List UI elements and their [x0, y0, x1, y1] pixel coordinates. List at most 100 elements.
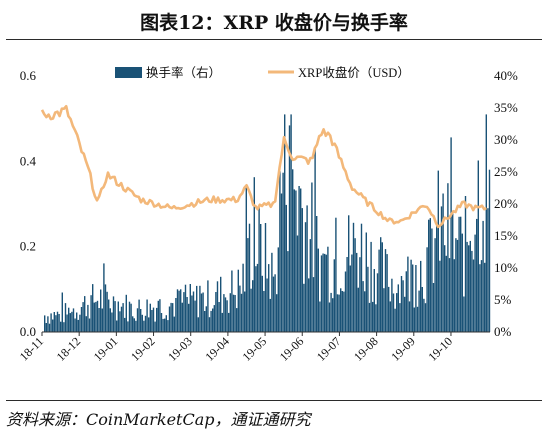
turnover-bar — [92, 284, 94, 332]
turnover-bar — [47, 316, 49, 332]
turnover-bar — [181, 302, 183, 332]
y-right-tick-label: 35% — [494, 100, 518, 115]
turnover-bar — [168, 306, 171, 332]
turnover-bar — [252, 280, 254, 332]
turnover-bar — [408, 301, 411, 332]
turnover-bar — [109, 308, 111, 332]
y-right-tick-label: 40% — [494, 68, 518, 83]
turnover-bar — [108, 299, 110, 332]
turnover-bar — [240, 293, 243, 332]
y-left-tick-label: 0.6 — [20, 68, 37, 83]
turnover-bar — [159, 299, 161, 332]
turnover-bar — [234, 295, 236, 332]
turnover-bar — [71, 311, 73, 332]
price-line — [40, 104, 487, 229]
turnover-bar — [127, 321, 129, 332]
turnover-bar — [288, 125, 291, 333]
turnover-bar — [392, 293, 395, 332]
turnover-bar — [450, 137, 452, 332]
turnover-bar — [440, 206, 443, 332]
turnover-bar — [197, 317, 199, 332]
turnover-bar — [474, 234, 476, 332]
turnover-bar — [101, 308, 103, 332]
turnover-bar — [120, 306, 123, 332]
x-tick-label: 19-06 — [277, 334, 307, 364]
turnover-bar — [431, 228, 433, 332]
turnover-bar — [404, 296, 406, 332]
turnover-bar — [183, 292, 185, 332]
turnover-bar — [268, 264, 270, 332]
turnover-bar — [231, 270, 233, 332]
turnover-bar — [210, 310, 212, 332]
turnover-bar — [338, 294, 340, 332]
turnover-bar — [460, 216, 462, 332]
turnover-bar — [104, 284, 107, 332]
turnover-bar — [317, 248, 319, 332]
turnover-bar — [56, 311, 59, 332]
turnover-bar — [447, 183, 449, 332]
turnover-bar — [58, 314, 60, 332]
turnover-bar — [306, 205, 308, 332]
turnover-bar — [476, 218, 478, 332]
turnover-bar — [452, 212, 454, 332]
turnover-bar — [68, 307, 70, 332]
turnover-bar — [348, 215, 350, 332]
turnover-bar — [330, 292, 332, 332]
turnover-bar — [312, 277, 315, 332]
turnover-bar — [364, 291, 366, 332]
turnover-bar — [303, 283, 305, 332]
turnover-bar — [87, 304, 89, 332]
y-left-tick-label: 0.2 — [20, 239, 36, 254]
turnover-bar — [413, 307, 415, 332]
turnover-bar — [389, 301, 391, 332]
turnover-bar — [80, 307, 83, 332]
turnover-bar — [114, 301, 116, 332]
turnover-bar — [375, 304, 377, 332]
turnover-bar — [180, 289, 182, 332]
turnover-bar — [50, 313, 52, 332]
turnover-bar — [111, 312, 113, 332]
x-tick-label: 19-01 — [91, 334, 121, 364]
turnover-bar — [98, 308, 100, 332]
turnover-bar — [215, 292, 217, 332]
turnover-bar — [220, 276, 222, 332]
y-right-tick-label: 5% — [494, 292, 512, 307]
turnover-bar — [381, 242, 383, 332]
turnover-bar — [300, 188, 302, 332]
turnover-bar — [103, 263, 105, 332]
turnover-bar — [316, 216, 318, 332]
turnover-bar — [468, 245, 470, 332]
turnover-bar — [308, 278, 310, 332]
turnover-bar — [157, 300, 159, 332]
x-tick-label: 19-09 — [388, 334, 418, 364]
turnover-bar — [384, 249, 387, 332]
turnover-bar — [415, 265, 417, 332]
turnover-bar — [290, 114, 292, 333]
turnover-bar — [130, 303, 132, 332]
turnover-bar — [458, 216, 460, 332]
turnover-bar — [423, 298, 425, 332]
turnover-bar — [191, 295, 193, 332]
turnover-bar — [335, 217, 337, 332]
turnover-bar — [173, 316, 175, 332]
turnover-bar — [402, 280, 404, 332]
turnover-bar — [204, 311, 206, 332]
turnover-bar — [484, 262, 486, 332]
turnover-bar — [295, 190, 297, 332]
turnover-bar — [232, 294, 235, 332]
turnover-bar — [152, 307, 155, 332]
turnover-bar — [391, 278, 393, 332]
turnover-bar — [260, 224, 262, 332]
turnover-bar — [455, 238, 457, 332]
turnover-bar — [386, 254, 388, 332]
turnover-bar — [332, 298, 334, 332]
y-right-tick-label: 10% — [494, 260, 518, 275]
turnover-bar — [472, 259, 475, 332]
title-divider — [6, 39, 542, 40]
turnover-bar — [352, 222, 355, 332]
turnover-bar — [167, 320, 169, 332]
turnover-bar — [250, 288, 252, 332]
turnover-bar — [228, 312, 230, 332]
turnover-bar — [362, 281, 364, 332]
turnover-bar — [436, 224, 438, 332]
